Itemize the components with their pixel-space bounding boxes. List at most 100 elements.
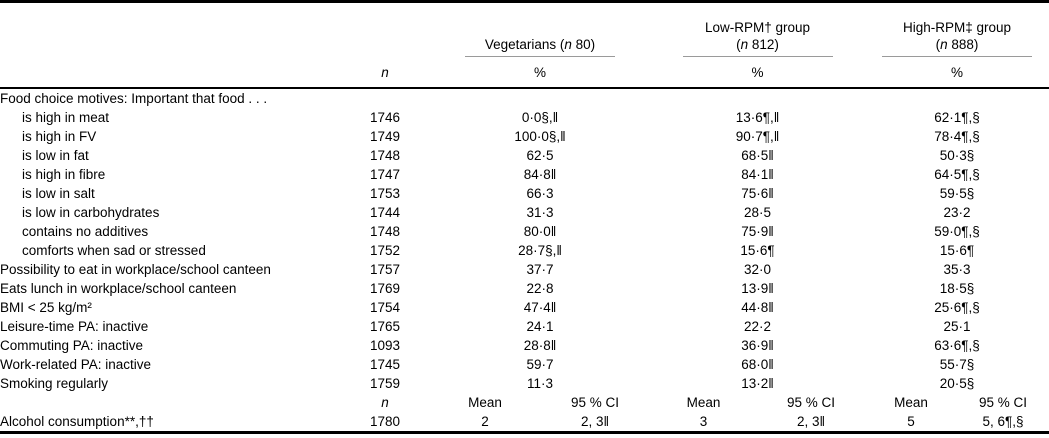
row-label: Work-related PA: inactive — [0, 357, 152, 372]
group-title-n-italic: n — [564, 37, 572, 52]
group-title-line2: (n 812) — [736, 37, 779, 52]
low-rpm-ci-label: 95 % CI — [786, 395, 836, 410]
low-rpm-ci-value: 2, 3‖ — [796, 414, 826, 429]
low-rpm-percent-value: 75·6‖ — [741, 186, 774, 201]
veg-ci-label: 95 % CI — [570, 395, 620, 410]
table-header: Vegetarians (n 80) Low-RPM† group (n 812)… — [0, 2, 1049, 89]
veg-mean-value: 2 — [481, 414, 489, 429]
table-row-section: Food choice motives: Important that food… — [0, 88, 1049, 108]
group-title-n-italic: n — [940, 37, 948, 52]
group-header-high-rpm: High-RPM‡ group (n 888) — [865, 2, 1049, 57]
group-header-vegetarians: Vegetarians (n 80) — [430, 2, 650, 57]
veg-percent-value: 100·0§,‖ — [514, 129, 566, 144]
n-value: 1765 — [369, 319, 401, 334]
row-label: Alcohol consumption**,†† — [0, 414, 154, 429]
high-rpm-ci-value: 5, 6¶,§ — [982, 414, 1024, 429]
high-rpm-percent-value: 35·3 — [943, 262, 971, 277]
n-subheader-text: n — [381, 395, 389, 410]
table-row: Possibility to eat in workplace/school c… — [0, 260, 1049, 279]
high-rpm-percent-value: 25·1 — [943, 319, 971, 334]
row-label: Leisure-time PA: inactive — [0, 319, 149, 334]
n-value: 1754 — [369, 300, 401, 315]
n-value: 1746 — [369, 110, 401, 125]
high-rpm-percent-header: % — [865, 57, 1049, 89]
group-header-row: Vegetarians (n 80) Low-RPM† group (n 812)… — [0, 2, 1049, 57]
column-header-row: n % % % — [0, 57, 1049, 89]
row-label: Possibility to eat in workplace/school c… — [0, 262, 271, 277]
high-rpm-percent-value: 15·6¶ — [939, 243, 975, 258]
low-rpm-percent-value: 84·1‖ — [741, 167, 774, 182]
low-rpm-percent-value: 75·9‖ — [741, 224, 774, 239]
table-body: Food choice motives: Important that food… — [0, 88, 1049, 433]
high-rpm-percent-value: 59·0¶,§ — [934, 224, 980, 239]
group-title-text: Vegetarians ( — [484, 37, 565, 52]
n-value: 1747 — [369, 167, 401, 182]
n-subheader: n — [340, 393, 430, 412]
row-label: Commuting PA: inactive — [0, 338, 144, 353]
n-value: 1093 — [369, 338, 401, 353]
low-rpm-percent-value — [650, 88, 865, 108]
low-rpm-percent-value: 22·2 — [743, 319, 772, 334]
group-title-text: ( — [935, 37, 941, 52]
low-rpm-percent-header: % — [650, 57, 865, 89]
veg-percent-value — [430, 88, 650, 108]
row-label: Eats lunch in workplace/school canteen — [0, 281, 237, 296]
low-rpm-percent-value: 32·0 — [743, 262, 772, 277]
veg-percent-value: 31·3 — [526, 205, 554, 220]
veg-percent-value: 28·8‖ — [523, 338, 557, 353]
subheader-spacer — [0, 393, 340, 412]
veg-percent-value: 24·1 — [526, 319, 554, 334]
header-spacer-label — [0, 57, 340, 89]
group-title-vegetarians: Vegetarians (n 80) — [465, 36, 615, 57]
low-rpm-percent-value: 13·2‖ — [741, 376, 774, 391]
high-rpm-percent-value: 50·3§ — [939, 148, 975, 163]
veg-percent-value: 80·0‖ — [523, 224, 557, 239]
high-rpm-ci-label: 95 % CI — [978, 395, 1028, 410]
low-rpm-percent-value: 15·6¶ — [740, 243, 775, 258]
n-column-header-text: n — [381, 64, 389, 80]
row-label: is high in fibre — [22, 167, 106, 182]
n-value: 1749 — [369, 129, 401, 144]
alcohol-consumption-row: Alcohol consumption**,†† 1780 2 2, 3‖ 3 … — [0, 412, 1049, 433]
group-title-text: 812) — [748, 37, 779, 52]
low-rpm-percent-value: 44·8‖ — [741, 300, 774, 315]
group-title-high-rpm: High-RPM‡ group (n 888) — [882, 19, 1032, 57]
group-title-text: 80) — [571, 37, 596, 52]
veg-ci-value: 2, 3‖ — [580, 414, 610, 429]
table-row: Work-related PA: inactive 1745 59·7 68·0… — [0, 355, 1049, 374]
veg-mean-label: Mean — [468, 395, 502, 410]
high-rpm-percent-value: 62·1¶,§ — [934, 110, 980, 125]
veg-percent-value: 37·7 — [526, 262, 554, 277]
group-title-line1: High-RPM‡ group — [902, 20, 1012, 35]
table-row: comforts when sad or stressed 1752 28·7§… — [0, 241, 1049, 260]
table-row: is high in fibre 1747 84·8‖ 84·1‖ 64·5¶,… — [0, 165, 1049, 184]
table-row: BMI < 25 kg/m² 1754 47·4‖ 44·8‖ 25·6¶,§ — [0, 298, 1049, 317]
high-rpm-percent-value: 55·7§ — [939, 357, 975, 372]
row-label: comforts when sad or stressed — [22, 243, 206, 258]
low-rpm-mean-label: Mean — [686, 395, 721, 410]
table-row: is high in FV 1749 100·0§,‖ 90·7¶,‖ 78·4… — [0, 127, 1049, 146]
n-value — [340, 88, 430, 108]
low-rpm-percent-value: 90·7¶,‖ — [735, 129, 780, 144]
row-label: is high in meat — [22, 110, 110, 125]
table-row: is low in fat 1748 62·5 68·5‖ 50·3§ — [0, 146, 1049, 165]
table-row: is high in meat 1746 0·0§,‖ 13·6¶,‖ 62·1… — [0, 108, 1049, 127]
table-row: is low in carbohydrates 1744 31·3 28·5 2… — [0, 203, 1049, 222]
low-rpm-percent-value: 13·9‖ — [741, 281, 774, 296]
n-value: 1744 — [369, 205, 401, 220]
high-rpm-percent-value — [865, 88, 1049, 108]
group-title-low-rpm: Low-RPM† group (n 812) — [682, 19, 833, 57]
n-value: 1757 — [369, 262, 401, 277]
high-rpm-percent-value: 20·5§ — [939, 376, 975, 391]
high-rpm-percent-value: 23·2 — [943, 205, 971, 220]
n-value: 1748 — [369, 224, 401, 239]
veg-percent-value: 62·5 — [526, 148, 554, 163]
low-rpm-percent-value: 28·5 — [743, 205, 772, 220]
low-rpm-mean-value: 3 — [699, 414, 708, 429]
group-title-line2: Vegetarians (n 80) — [485, 37, 595, 52]
n-value: 1753 — [369, 186, 401, 201]
row-label: is high in FV — [22, 129, 97, 144]
group-title-line1: Low-RPM† group — [704, 20, 811, 35]
veg-percent-value: 11·3 — [526, 376, 554, 391]
